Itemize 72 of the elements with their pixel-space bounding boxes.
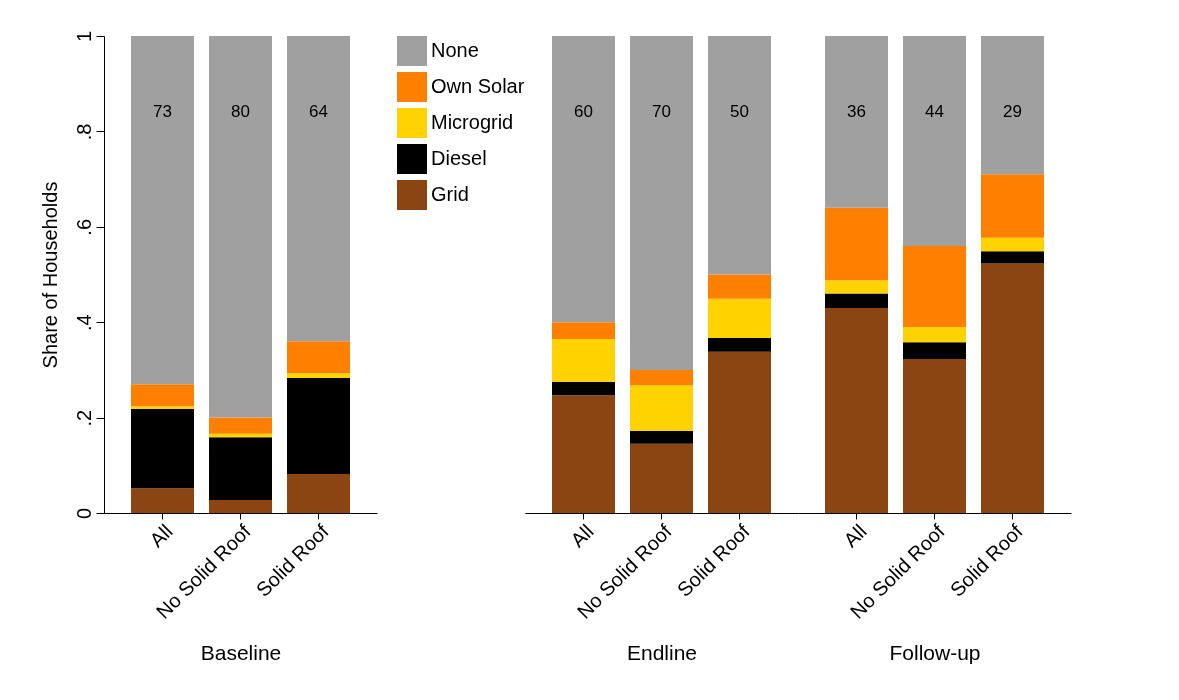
bar bbox=[630, 369, 693, 386]
bar bbox=[708, 274, 771, 299]
bar bbox=[131, 384, 194, 407]
x-tick-label: All bbox=[566, 520, 598, 552]
bar bbox=[903, 326, 966, 343]
bar bbox=[287, 341, 350, 374]
bar bbox=[287, 36, 350, 342]
bar bbox=[630, 443, 693, 513]
y-tick-label: .8 bbox=[72, 123, 95, 141]
y-tick-label: 0 bbox=[72, 507, 95, 520]
annotation: 70 bbox=[652, 102, 671, 121]
y-tick-label: 1 bbox=[72, 30, 95, 43]
y-tick-label: .6 bbox=[72, 218, 95, 236]
bar bbox=[825, 280, 888, 294]
bar bbox=[825, 207, 888, 281]
legend-label: Microgrid bbox=[431, 111, 514, 133]
bar bbox=[552, 322, 615, 339]
annotation: 44 bbox=[925, 102, 944, 121]
bar bbox=[209, 36, 272, 418]
bar bbox=[630, 36, 693, 370]
bar bbox=[287, 373, 350, 379]
bar bbox=[552, 36, 615, 323]
x-axis-title: Baseline bbox=[200, 640, 282, 664]
bar bbox=[630, 385, 693, 431]
y-tick-label: .2 bbox=[72, 409, 95, 427]
bar bbox=[825, 293, 888, 308]
bar bbox=[131, 36, 194, 385]
bar bbox=[825, 307, 888, 513]
bar bbox=[981, 251, 1044, 264]
bar bbox=[552, 381, 615, 396]
bar bbox=[708, 298, 771, 338]
bar bbox=[903, 342, 966, 359]
y-axis-title: Share of Households bbox=[38, 181, 61, 369]
annotation: 50 bbox=[730, 102, 749, 121]
annotation: 64 bbox=[309, 102, 328, 121]
bar bbox=[708, 36, 771, 275]
bar bbox=[630, 430, 693, 444]
bar bbox=[131, 406, 194, 410]
annotation: 80 bbox=[231, 102, 250, 121]
bar bbox=[209, 437, 272, 501]
bar bbox=[131, 488, 194, 513]
annotation: 29 bbox=[1003, 102, 1022, 121]
bar bbox=[981, 237, 1044, 252]
bar bbox=[708, 337, 771, 352]
legend-label: None bbox=[431, 39, 479, 61]
bar bbox=[903, 358, 966, 513]
bar bbox=[903, 36, 966, 246]
bar bbox=[903, 245, 966, 327]
bar bbox=[209, 417, 272, 434]
x-tick-label: All bbox=[145, 520, 177, 552]
legend-label: Own Solar bbox=[431, 75, 525, 97]
legend-label: Diesel bbox=[431, 147, 487, 169]
bar bbox=[552, 395, 615, 513]
bar bbox=[981, 174, 1044, 238]
bar bbox=[131, 409, 194, 489]
bar bbox=[825, 36, 888, 208]
bar bbox=[209, 433, 272, 438]
y-tick-label: .4 bbox=[72, 314, 95, 332]
legend-label: Grid bbox=[431, 183, 469, 205]
bar bbox=[708, 351, 771, 513]
x-axis-title: Follow-up bbox=[889, 640, 981, 664]
bar bbox=[209, 500, 272, 513]
bar bbox=[552, 338, 615, 382]
bar bbox=[287, 378, 350, 474]
bar bbox=[981, 36, 1044, 175]
annotation: 36 bbox=[847, 102, 866, 121]
x-tick-label: All bbox=[839, 520, 871, 552]
x-axis-title: Endline bbox=[626, 640, 698, 664]
bar bbox=[981, 263, 1044, 513]
bar bbox=[287, 473, 350, 513]
annotation: 73 bbox=[153, 102, 172, 121]
annotation: 60 bbox=[574, 102, 593, 121]
